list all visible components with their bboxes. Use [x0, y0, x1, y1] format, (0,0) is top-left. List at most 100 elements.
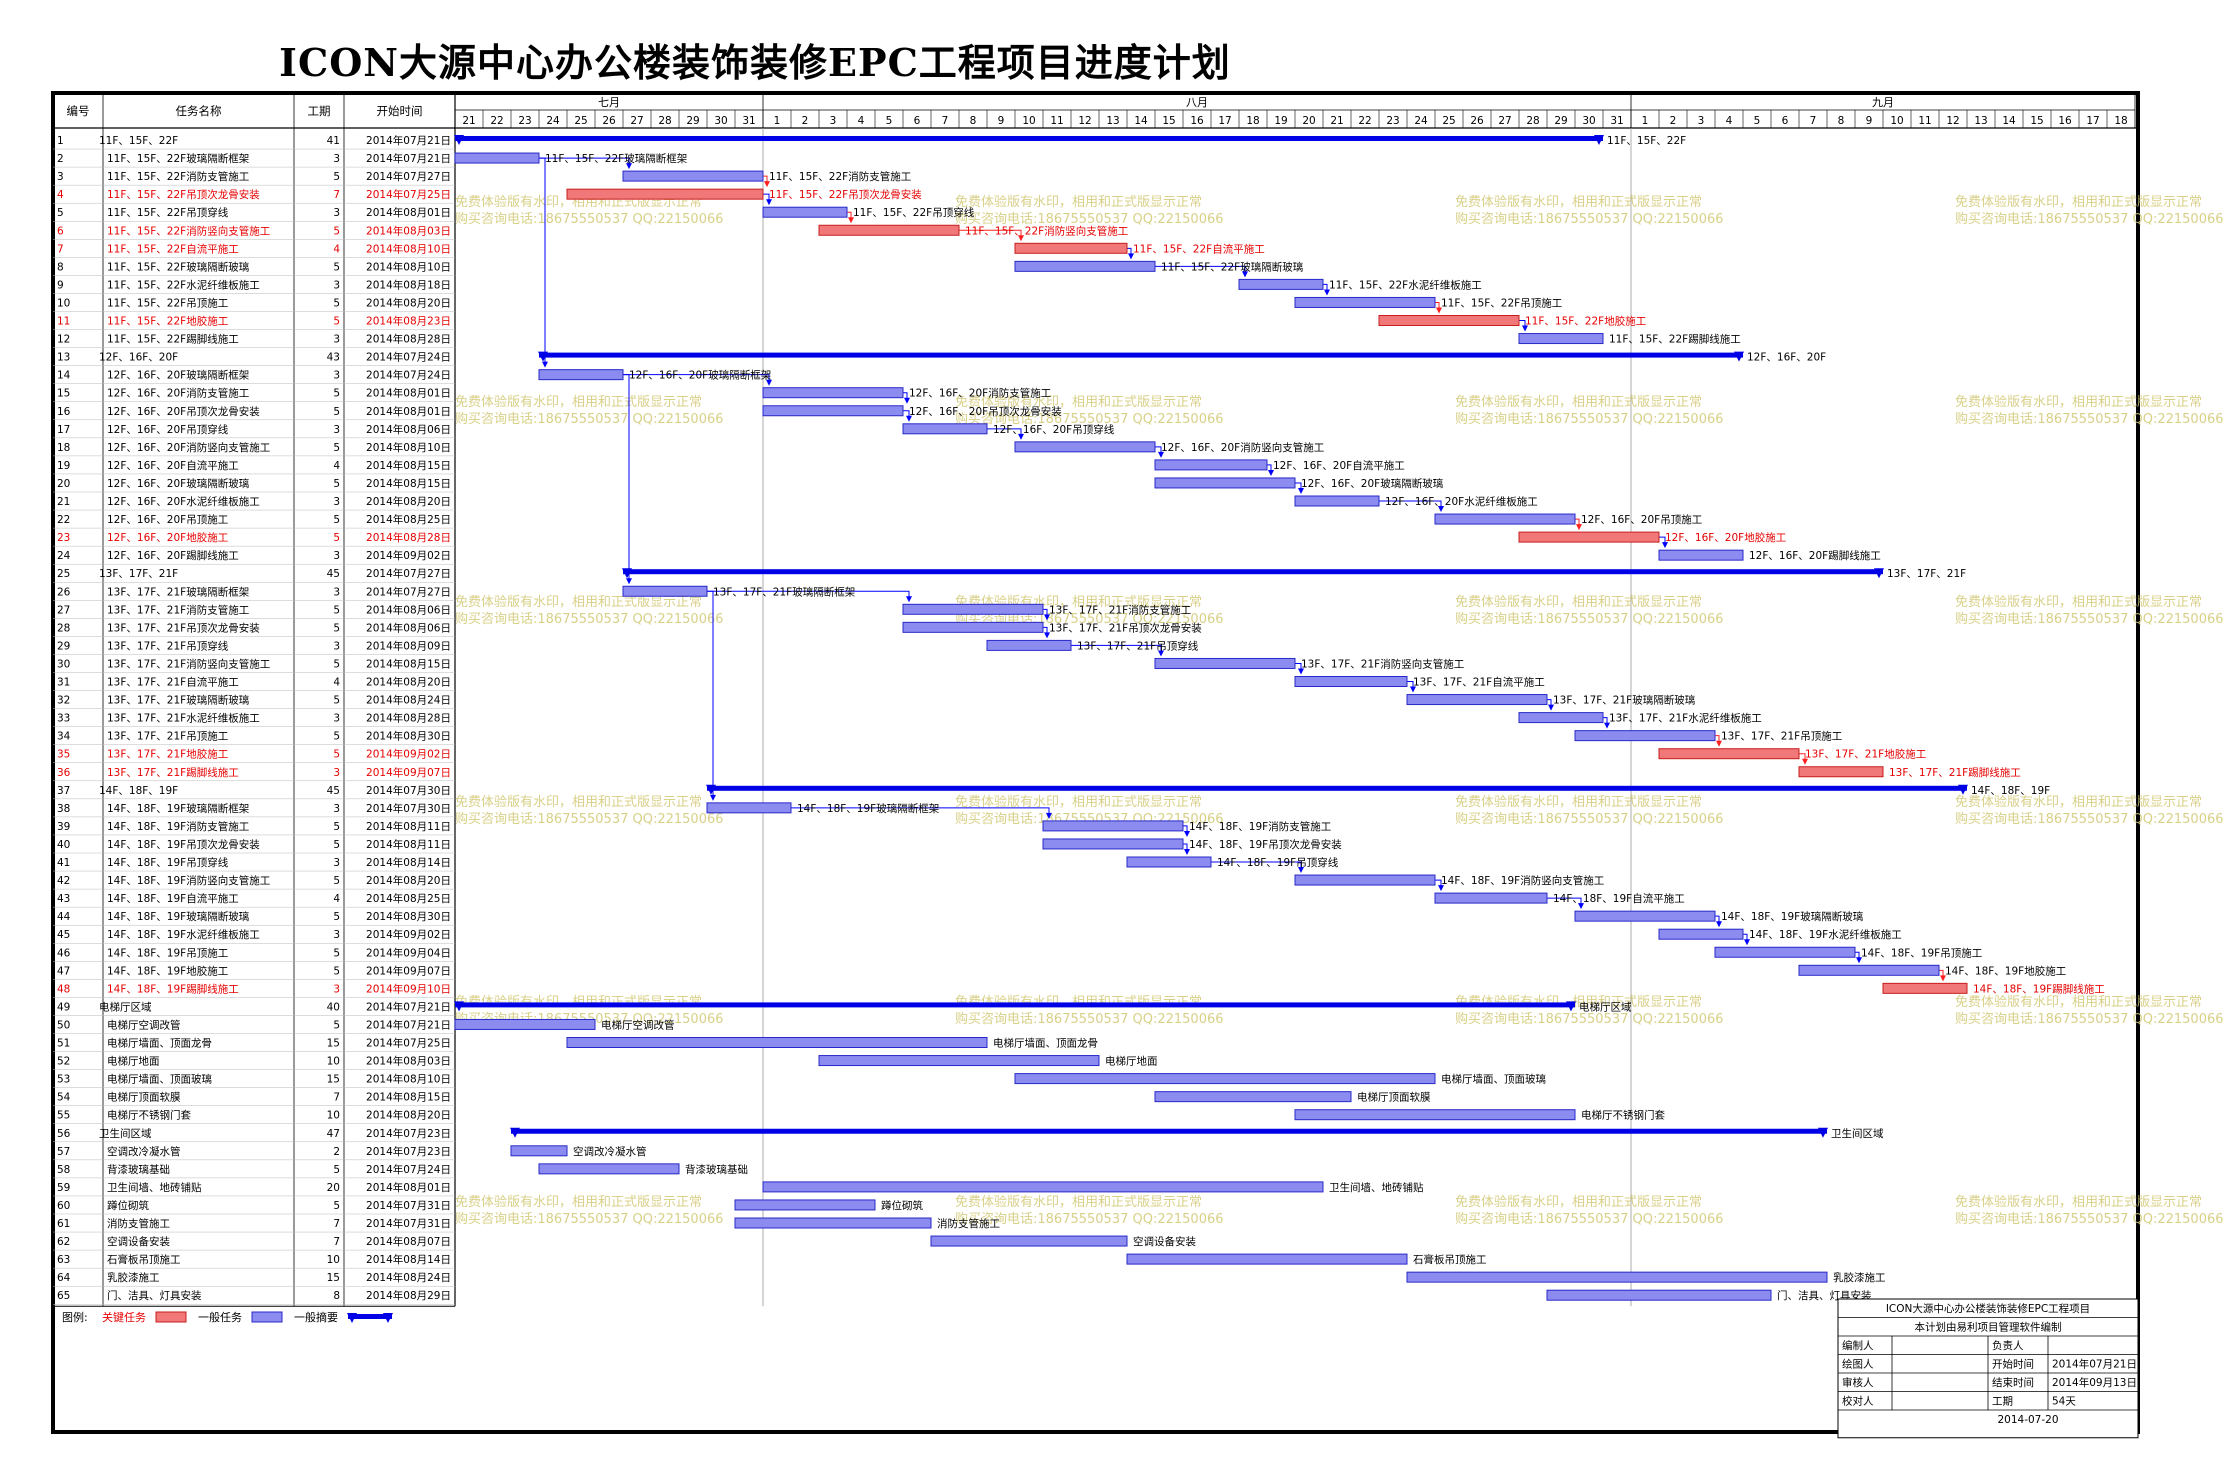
critical-task-bar	[1518, 531, 1660, 543]
task-duration: 4	[333, 460, 340, 472]
task-bar	[1518, 712, 1604, 724]
task-start: 2014年07月31日	[366, 1217, 451, 1230]
summary-bar	[455, 136, 1603, 141]
dependency-arrow	[1716, 740, 1722, 747]
task-id: 16	[57, 406, 71, 418]
day-label: 18	[2114, 115, 2127, 127]
task-id: 47	[57, 965, 70, 977]
task-start: 2014年09月02日	[366, 748, 451, 761]
day-label: 9	[1866, 115, 1873, 127]
task-id: 27	[57, 604, 70, 616]
info-box-cell: 2014年07月21日	[2052, 1358, 2137, 1371]
task-duration: 7	[333, 1236, 340, 1248]
task-bar	[1574, 730, 1716, 742]
task-bar-label: 12F、16F、20F消防支管施工	[909, 387, 1051, 400]
task-name: 11F、15F、22F水泥纤维板施工	[107, 278, 260, 291]
day-label: 24	[546, 115, 560, 127]
task-id: 49	[57, 1001, 70, 1013]
task-start: 2014年08月24日	[366, 1271, 451, 1284]
legend-item-label: 关键任务	[102, 1310, 146, 1324]
day-label: 11	[1050, 115, 1063, 127]
task-bar	[1434, 513, 1576, 525]
task-id: 57	[57, 1146, 70, 1158]
task-duration: 3	[333, 713, 340, 725]
day-label: 12	[1078, 115, 1091, 127]
task-start: 2014年09月04日	[366, 946, 451, 959]
task-id: 24	[57, 550, 71, 562]
task-name: 14F、18F、19F吊顶次龙骨安装	[107, 838, 260, 851]
task-id: 61	[57, 1218, 70, 1230]
task-start: 2014年08月01日	[366, 206, 451, 219]
task-id: 53	[57, 1074, 70, 1086]
dependency-arrow	[766, 379, 772, 386]
task-id: 18	[57, 442, 70, 454]
task-duration: 5	[333, 388, 340, 400]
critical-task-bar	[566, 188, 764, 200]
task-bar-label: 14F、18F、19F自流平施工	[1553, 892, 1685, 905]
summary-start-cap	[706, 784, 716, 795]
task-name: 13F、17F、21F玻璃隔断玻璃	[107, 694, 249, 707]
task-id: 5	[57, 207, 64, 219]
summary-start-cap	[510, 1127, 520, 1138]
summary-bar-label: 12F、16F、20F	[1747, 352, 1826, 364]
task-id: 36	[57, 767, 71, 779]
task-duration: 15	[327, 1038, 340, 1050]
watermark-line1: 免费体验版有水印，相用和正式版显示正常	[455, 994, 702, 1010]
dependency-arrow	[1242, 271, 1248, 278]
task-bar	[1658, 928, 1744, 940]
task-name: 13F、17F、21F	[99, 568, 178, 580]
day-label: 8	[970, 115, 977, 127]
day-label: 2	[1670, 115, 1677, 127]
task-start: 2014年07月21日	[366, 1000, 451, 1013]
task-bar-label: 13F、17F、21F踢脚线施工	[1889, 766, 2021, 779]
watermark-line1: 免费体验版有水印，相用和正式版显示正常	[1955, 994, 2202, 1010]
watermark-line1: 免费体验版有水印，相用和正式版显示正常	[1455, 794, 1702, 810]
task-duration: 3	[333, 424, 340, 436]
day-label: 6	[1782, 115, 1789, 127]
task-bar-label: 13F、17F、21F吊顶穿线	[1077, 639, 1199, 652]
task-bar	[622, 585, 708, 597]
task-duration: 45	[327, 785, 340, 797]
task-bar	[1042, 838, 1184, 850]
task-start: 2014年08月30日	[366, 730, 451, 743]
info-box-title: ICON大源中心办公楼装饰装修EPC工程项目	[1886, 1302, 2090, 1315]
task-name: 电梯厅顶面软膜	[107, 1091, 181, 1104]
task-name: 14F、18F、19F消防竖向支管施工	[107, 874, 270, 887]
task-duration: 8	[333, 1290, 340, 1302]
day-label: 22	[1358, 115, 1371, 127]
watermark-line2: 购买咨询电话:18675550537 QQ:22150066	[955, 211, 1224, 227]
task-name: 11F、15F、22F消防竖向支管施工	[107, 224, 270, 237]
task-duration: 10	[327, 1254, 340, 1266]
dependency-arrow	[906, 596, 912, 603]
task-duration: 5	[333, 171, 340, 183]
dependency-arrow	[1578, 903, 1584, 910]
task-bar-label: 电梯厅空调改管	[601, 1018, 675, 1031]
task-bar-label: 14F、18F、19F玻璃隔断框架	[797, 802, 940, 815]
dependency-arrow	[904, 397, 910, 404]
summary-bar-label: 14F、18F、19F	[1971, 785, 2050, 797]
task-bar	[622, 170, 764, 182]
task-name: 11F、15F、22F自流平施工	[107, 242, 239, 255]
task-name: 13F、17F、21F地胶施工	[107, 748, 228, 761]
task-id: 10	[57, 297, 70, 309]
task-name: 11F、15F、22F消防支管施工	[107, 170, 249, 183]
task-start: 2014年08月11日	[366, 820, 451, 833]
task-id: 1	[57, 135, 64, 147]
task-bar	[1546, 1289, 1772, 1301]
task-start: 2014年08月06日	[366, 603, 451, 616]
task-start: 2014年08月07日	[366, 1235, 451, 1248]
watermark-line1: 免费体验版有水印，相用和正式版显示正常	[1955, 1194, 2202, 1210]
task-name: 12F、16F、20F玻璃隔断框架	[107, 369, 250, 382]
task-name: 空调设备安装	[107, 1235, 170, 1248]
watermark-line1: 免费体验版有水印，相用和正式版显示正常	[1455, 394, 1702, 410]
task-bar-label: 电梯厅墙面、顶面玻璃	[1441, 1073, 1546, 1086]
task-bar-label: 电梯厅顶面软膜	[1357, 1091, 1431, 1104]
task-duration: 3	[333, 857, 340, 869]
task-start: 2014年08月10日	[366, 1073, 451, 1086]
watermark-line2: 购买咨询电话:18675550537 QQ:22150066	[1455, 211, 1724, 227]
task-name: 13F、17F、21F吊顶穿线	[107, 639, 229, 652]
task-start: 2014年08月01日	[366, 405, 451, 418]
task-id: 65	[57, 1290, 70, 1302]
task-id: 64	[57, 1272, 71, 1284]
task-duration: 5	[333, 731, 340, 743]
